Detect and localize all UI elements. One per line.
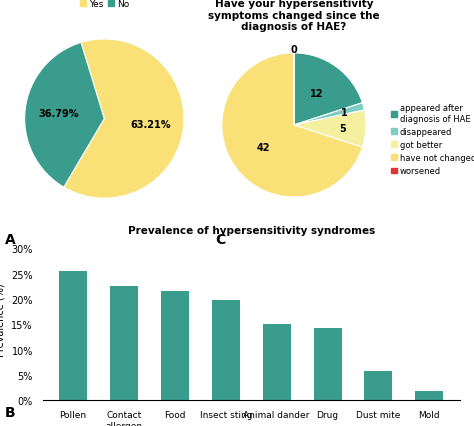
Legend: appeared after
diagnosis of HAE, disappeared, got better, have not changed, wors: appeared after diagnosis of HAE, disappe… <box>388 101 474 179</box>
Text: 36.79%: 36.79% <box>38 109 79 119</box>
Text: 63.21%: 63.21% <box>130 120 170 130</box>
Text: 1: 1 <box>341 107 347 117</box>
Text: 42: 42 <box>257 143 270 153</box>
Bar <box>365 371 392 400</box>
Text: C: C <box>216 232 226 246</box>
Bar <box>313 328 341 400</box>
Bar <box>212 300 240 400</box>
Bar <box>263 324 291 400</box>
Wedge shape <box>294 104 365 126</box>
Title: Have your hypersensitivity
symptoms changed since the
diagnosis of HAE?: Have your hypersensitivity symptoms chan… <box>208 0 380 32</box>
Y-axis label: Prevalence (%): Prevalence (%) <box>0 283 6 356</box>
Wedge shape <box>25 43 104 188</box>
Text: 0: 0 <box>291 45 297 55</box>
Wedge shape <box>64 40 184 199</box>
Bar <box>415 391 443 400</box>
Legend: Yes, No: Yes, No <box>76 0 133 13</box>
Bar <box>110 287 138 400</box>
Text: 12: 12 <box>310 89 324 99</box>
Wedge shape <box>222 54 363 198</box>
Wedge shape <box>294 111 366 148</box>
Text: B: B <box>5 405 15 419</box>
Bar <box>59 271 87 400</box>
Bar <box>161 292 189 400</box>
Wedge shape <box>294 54 363 126</box>
Text: A: A <box>5 232 16 246</box>
Text: 5: 5 <box>339 123 346 133</box>
Title: Prevalence of hypersensitivity syndromes: Prevalence of hypersensitivity syndromes <box>128 225 375 235</box>
